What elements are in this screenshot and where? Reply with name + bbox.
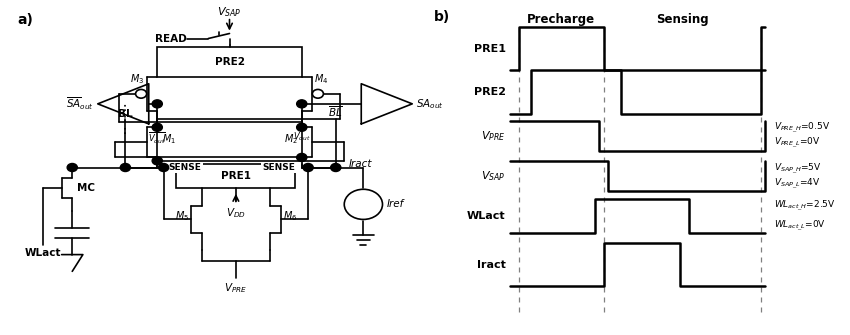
Circle shape (135, 89, 146, 98)
Text: a): a) (17, 13, 33, 27)
Text: $M_1$: $M_1$ (162, 132, 175, 146)
Text: Sensing: Sensing (656, 13, 708, 26)
Text: $WL_{act\_L}$=0V: $WL_{act\_L}$=0V (774, 219, 825, 233)
Text: $\overline{BL}$: $\overline{BL}$ (328, 104, 343, 119)
Text: PRE2: PRE2 (214, 57, 245, 67)
Text: $\overline{V_{out}}$: $\overline{V_{out}}$ (149, 131, 166, 146)
Text: $V_{PRE}$: $V_{PRE}$ (224, 281, 247, 295)
Circle shape (297, 100, 307, 108)
Bar (177, 164, 296, 188)
Text: $M_6$: $M_6$ (282, 209, 297, 223)
Text: $V_{SAP}$: $V_{SAP}$ (218, 5, 241, 19)
Text: $V_{SAP\_H}$=5V: $V_{SAP\_H}$=5V (774, 161, 821, 176)
Text: BL: BL (118, 109, 133, 119)
Text: $SA_{out}$: $SA_{out}$ (416, 97, 445, 111)
Text: READ: READ (156, 34, 187, 44)
Circle shape (152, 123, 162, 131)
Text: PRE1: PRE1 (221, 171, 251, 181)
Text: $M_3$: $M_3$ (130, 72, 145, 86)
Circle shape (303, 163, 313, 172)
Circle shape (152, 157, 162, 165)
Circle shape (121, 163, 130, 172)
Text: WLact: WLact (25, 248, 60, 258)
Text: $V_{SAP\_L}$=4V: $V_{SAP\_L}$=4V (774, 176, 820, 191)
Text: $M_4$: $M_4$ (314, 72, 329, 86)
Text: $V_{PRE}$: $V_{PRE}$ (481, 129, 506, 143)
Text: PRE2: PRE2 (473, 87, 506, 97)
Circle shape (297, 123, 307, 131)
Circle shape (297, 153, 307, 161)
Text: $V_{PRE\_L}$=0V: $V_{PRE\_L}$=0V (774, 136, 820, 150)
Text: WLact: WLact (468, 211, 506, 221)
Text: Precharge: Precharge (527, 13, 595, 26)
Text: $WL_{act\_H}$=2.5V: $WL_{act\_H}$=2.5V (774, 199, 836, 213)
Circle shape (152, 100, 162, 108)
Circle shape (67, 163, 77, 172)
Text: Iref: Iref (387, 199, 404, 209)
Text: b): b) (434, 10, 450, 24)
Text: $V_{out}$: $V_{out}$ (293, 131, 310, 143)
Text: $V_{DD}$: $V_{DD}$ (226, 206, 246, 220)
Circle shape (344, 189, 382, 219)
Text: $V_{PRE\_H}$=0.5V: $V_{PRE\_H}$=0.5V (774, 121, 830, 135)
Text: SENSE: SENSE (262, 163, 295, 172)
Bar (157, 47, 302, 77)
Text: $M_5$: $M_5$ (175, 209, 189, 223)
Text: PRE1: PRE1 (473, 44, 506, 54)
Text: SENSE: SENSE (168, 163, 201, 172)
Circle shape (313, 89, 323, 98)
Text: $M_2$: $M_2$ (284, 132, 298, 146)
Text: $\overline{SA}_{out}$: $\overline{SA}_{out}$ (65, 96, 94, 112)
Circle shape (158, 163, 168, 172)
Text: Iract: Iract (348, 159, 372, 169)
Text: $V_{SAP}$: $V_{SAP}$ (481, 169, 506, 183)
Text: MC: MC (76, 183, 94, 193)
Text: Iract: Iract (477, 260, 506, 270)
Circle shape (331, 163, 341, 172)
